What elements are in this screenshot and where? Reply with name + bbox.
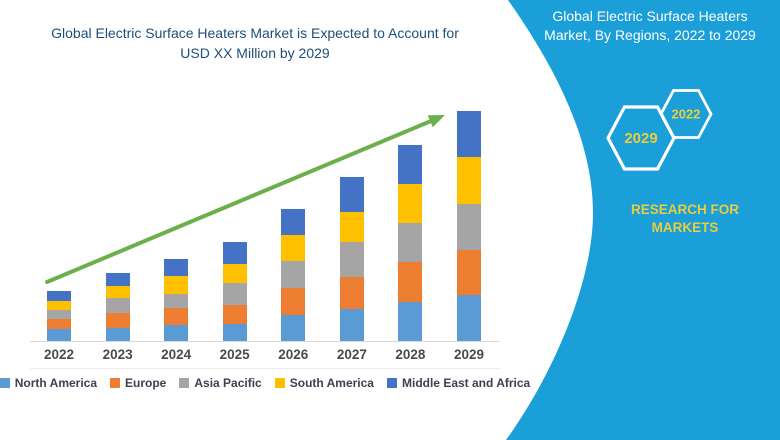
legend-label: South America [289,376,374,390]
bar-segment-south-america [339,212,364,242]
bar-segment-north-america [164,325,189,341]
bar-segment-middle-east-and-africa [398,145,423,184]
bar-segment-north-america [47,329,71,341]
chart-legend: North America Europe Asia Pacific South Ame… [0,376,530,390]
legend-item: Asia Pacific [179,376,262,390]
bar-segment-north-america [398,302,423,341]
bar-segment-north-america [457,295,481,341]
x-axis-label: 2028 [395,347,426,362]
bar-segment-asia-pacific [281,261,306,288]
bar-segment-middle-east-and-africa [47,291,71,301]
bar-segment-europe [339,277,364,309]
x-axis-label: 2025 [219,347,250,362]
bar-segment-europe [47,319,71,329]
bar-segment-europe [105,313,130,328]
bar-segment-south-america [105,286,130,298]
legend-label: Europe [125,376,167,390]
trend-arrow [45,115,445,284]
hexagon-2022-label: 2022 [672,107,701,122]
bar-segment-europe [457,250,481,295]
bar-segment-south-america [222,264,247,283]
bar-segment-south-america [281,235,306,261]
x-axis-label: 2022 [43,347,75,362]
bar-segment-middle-east-and-africa [339,177,364,212]
sidebar-title-line1: Global Electric Surface Heaters [552,8,748,24]
bar-segment-north-america [222,324,247,341]
bar-segment-europe [281,288,306,315]
bar-segment-middle-east-and-africa [281,209,306,235]
stacked-bar-chart: 2022 2023 2024 2025 2026 2027 2028 2029 North A… [0,111,530,390]
bar-segment-asia-pacific [457,204,481,250]
bar-segment-middle-east-and-africa [105,273,130,286]
hexagon-2022 [659,89,713,139]
plot-bottom-border [30,368,500,369]
bar-segment-middle-east-and-africa [457,111,481,157]
legend-label: Middle East and Africa [401,376,531,390]
bar-segment-north-america [281,315,306,341]
bar-segment-europe [398,262,423,302]
legend-swatch [274,378,285,388]
bar-segment-asia-pacific [164,294,189,308]
x-axis-line [30,341,500,342]
bar-segment-asia-pacific [105,298,130,313]
sidebar-title: Global Electric Surface Heaters Market, … [522,7,778,44]
sidebar-title-line2: Market, By Regions, 2022 to 2029 [544,26,756,43]
legend-item: North America [0,376,97,390]
brand-text: RESEARCH FOR MARKETS [595,201,775,237]
bar-segment-south-america [47,301,71,310]
legend-item: South America [274,376,374,390]
x-axis-label: 2023 [102,347,133,362]
bar-segment-south-america [164,276,189,294]
legend-swatch [179,378,190,388]
brand-line1: RESEARCH FOR [630,202,739,217]
bar-segment-asia-pacific [222,283,247,305]
legend-item: Europe [110,376,166,390]
bar-segment-middle-east-and-africa [222,242,247,264]
legend-label: North America [14,376,98,390]
chart-title-line1: Global Electric Surface Heaters Market i… [51,25,459,41]
x-axis-label: 2024 [161,347,192,362]
x-axis-label: 2029 [453,347,485,362]
bar-segment-north-america [105,328,130,341]
legend-item: Middle East and Africa [386,376,531,390]
bar-segment-south-america [398,184,423,223]
bar-segment-europe [164,308,189,325]
bar-segment-north-america [339,309,364,341]
bar-segment-asia-pacific [47,310,71,319]
legend-swatch [0,378,10,388]
bar-segment-asia-pacific [339,242,364,277]
legend-swatch [386,378,397,388]
x-axis-label: 2027 [336,347,367,362]
legend-swatch [110,378,121,388]
legend-label: Asia Pacific [194,376,262,390]
bar-segment-middle-east-and-africa [164,259,189,276]
chart-title: Global Electric Surface Heaters Market i… [10,23,500,63]
chart-title-line2: USD XX Million by 2029 [180,45,330,61]
bar-segment-europe [222,305,247,324]
brand-line2: MARKETS [651,220,719,235]
bar-segment-south-america [457,157,481,204]
hexagon-2029-label: 2029 [624,130,657,147]
bar-segment-asia-pacific [398,223,423,262]
x-axis-label: 2026 [278,347,309,362]
